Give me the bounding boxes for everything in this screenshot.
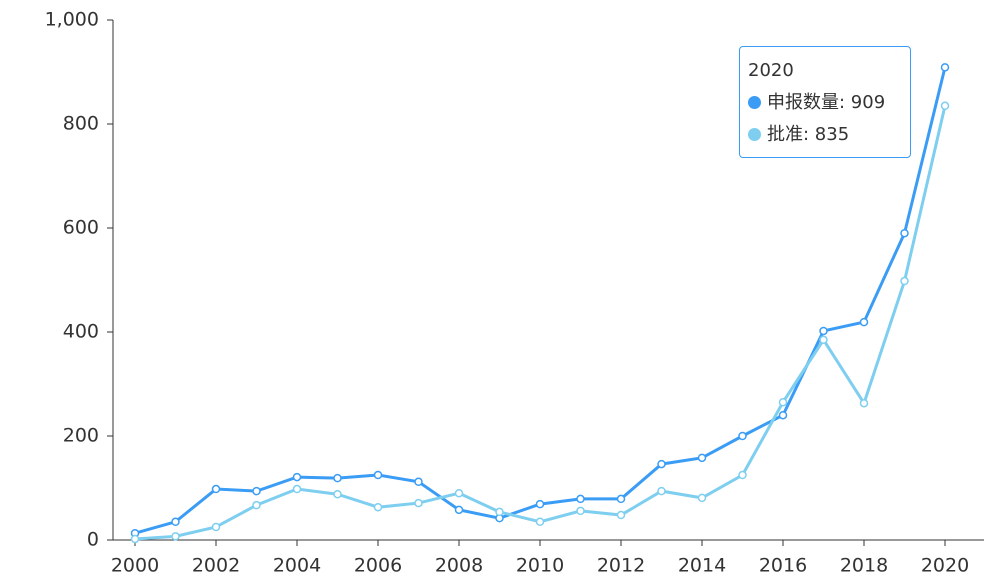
data-point — [940, 101, 950, 111]
data-point — [171, 532, 180, 541]
data-point — [130, 534, 140, 544]
data-point — [819, 335, 828, 345]
data-point — [373, 470, 383, 480]
x-tick-label: 2006 — [354, 555, 402, 577]
data-point — [535, 499, 545, 509]
data-point — [252, 486, 261, 496]
data-point — [940, 63, 950, 72]
y-tick-label: 0 — [87, 529, 99, 551]
x-tick-label: 2014 — [678, 555, 726, 577]
data-point — [495, 507, 504, 517]
x-tick-label: 2010 — [516, 555, 564, 577]
x-tick-label: 2016 — [759, 555, 807, 577]
tooltip-dot — [748, 128, 761, 141]
data-point — [333, 489, 342, 499]
data-point — [859, 398, 869, 408]
data-point — [616, 494, 626, 504]
y-tick-label: 1,000 — [45, 9, 99, 31]
data-point — [738, 470, 747, 480]
data-point — [414, 498, 423, 508]
data-point — [616, 510, 626, 520]
data-point — [171, 517, 180, 527]
data-point — [535, 517, 545, 527]
data-point — [697, 493, 707, 503]
tooltip-item: 批准: 835 — [748, 119, 902, 151]
data-point — [252, 500, 261, 510]
tooltip-dot — [748, 96, 761, 109]
data-point — [292, 484, 302, 494]
tooltip-title: 2020 — [748, 60, 794, 81]
data-point — [859, 317, 869, 327]
data-point — [211, 522, 221, 532]
data-point — [778, 397, 788, 407]
data-point — [576, 506, 585, 516]
tooltip-text: 申报数量: 909 — [767, 92, 886, 113]
data-point — [657, 459, 666, 469]
data-point — [819, 326, 828, 336]
data-point — [211, 484, 221, 494]
data-point — [657, 486, 666, 496]
data-point — [900, 276, 909, 286]
data-point — [778, 410, 788, 420]
data-point — [454, 488, 464, 498]
y-tick-label: 800 — [63, 113, 99, 135]
data-point — [576, 494, 585, 504]
x-tick-label: 2012 — [597, 555, 645, 577]
y-tick-label: 600 — [63, 217, 99, 239]
tooltip-text: 批准: 835 — [767, 124, 850, 145]
x-tick-label: 2020 — [921, 555, 969, 577]
tooltip-item: 申报数量: 909 — [748, 87, 902, 119]
x-tick-label: 2002 — [192, 555, 240, 577]
data-point — [292, 472, 302, 482]
series-line — [134, 105, 947, 541]
data-point — [454, 505, 464, 515]
x-tick-label: 2004 — [273, 555, 321, 577]
data-point — [697, 453, 707, 463]
x-tick-label: 2018 — [840, 555, 888, 577]
data-point — [414, 477, 423, 487]
data-point — [900, 228, 909, 238]
data-point — [738, 431, 747, 441]
data-point — [373, 502, 383, 512]
y-tick-label: 400 — [63, 321, 99, 343]
data-point — [333, 473, 342, 483]
x-tick-label: 2000 — [111, 555, 159, 577]
tooltip: 2020 申报数量: 909 批准: 835 — [739, 46, 911, 158]
y-tick-label: 200 — [63, 425, 99, 447]
x-tick-label: 2008 — [435, 555, 483, 577]
